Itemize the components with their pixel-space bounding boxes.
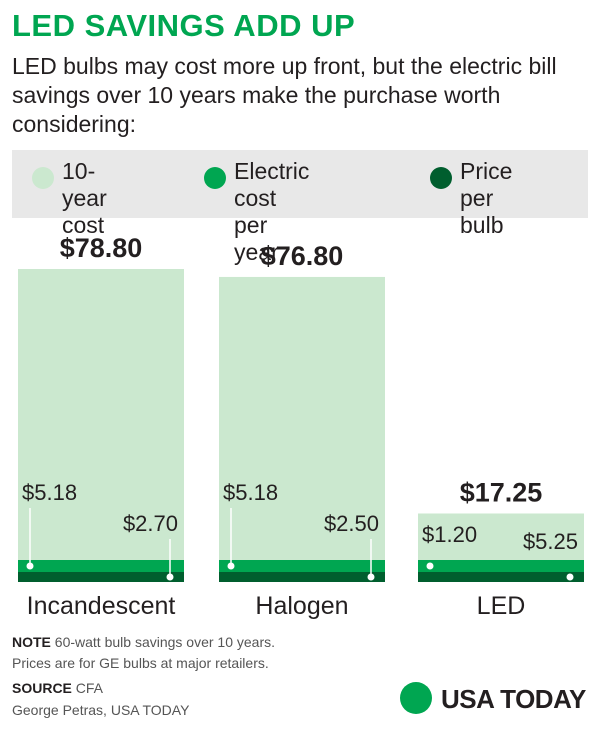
chart-subtitle: LED bulbs may cost more up front, but th…	[12, 53, 557, 137]
note-text: 60-watt bulb savings over 10 years.	[54, 634, 276, 650]
source-text: CFA	[75, 680, 104, 696]
legend-swatch-price-per-bulb	[430, 167, 452, 189]
bar-electric-cost-incandescent	[18, 560, 184, 572]
marker-price-incandescent	[166, 573, 174, 581]
chart-title: LED SAVINGS ADD UP	[12, 8, 356, 43]
footer-source: SOURCE CFA	[12, 680, 103, 696]
usa-today-logo-dot	[400, 682, 432, 714]
legend-swatch-electric-cost	[204, 167, 226, 189]
marker-electric-incandescent	[26, 562, 34, 570]
legend: 10-year cost Electric cost per year Pric…	[12, 150, 588, 265]
data-label-electric-cost-led: $1.20	[422, 522, 477, 547]
usa-today-logo-text: USA TODAY	[441, 684, 586, 714]
footer-credit: George Petras, USA TODAY	[12, 702, 190, 718]
marker-electric-halogen	[227, 562, 235, 570]
bar-electric-cost-halogen	[219, 560, 385, 572]
bar-price-per-bulb-led	[418, 572, 584, 582]
data-label-10-year-cost-led: $17.25	[460, 477, 543, 507]
bar-10-year-cost-incandescent	[18, 269, 184, 582]
footer-note-line2: Prices are for GE bulbs at major retaile…	[12, 655, 269, 671]
legend-swatch-10-year-cost	[32, 167, 54, 189]
legend-label-10-year-cost: 10-year cost	[62, 158, 107, 238]
data-label-price-per-bulb-led: $5.25	[523, 529, 578, 554]
source-label: SOURCE	[12, 680, 72, 696]
data-label-electric-cost-incandescent: $5.18	[22, 480, 77, 505]
data-label-10-year-cost-halogen: $76.80	[261, 241, 344, 271]
data-label-price-per-bulb-incandescent: $2.70	[123, 511, 178, 536]
data-label-electric-cost-halogen: $5.18	[223, 480, 278, 505]
category-label-incandescent: Incandescent	[27, 592, 176, 620]
marker-electric-led	[426, 562, 434, 570]
marker-price-led	[566, 573, 574, 581]
bar-price-per-bulb-halogen	[219, 572, 385, 582]
bar-10-year-cost-halogen	[219, 276, 385, 582]
footer-note: NOTE 60-watt bulb savings over 10 years.	[12, 634, 275, 650]
category-label-halogen: Halogen	[255, 592, 348, 620]
marker-price-halogen	[367, 573, 375, 581]
bar-electric-cost-led	[418, 560, 584, 572]
legend-label-electric-cost: Electric cost per year	[234, 158, 310, 265]
legend-label-price-per-bulb: Price per bulb	[460, 158, 513, 238]
note-label: NOTE	[12, 634, 51, 650]
category-label-led: LED	[477, 592, 526, 620]
bar-chart: $78.80 $5.18 $2.70 Incandescent $76.80 $5.18 $…	[18, 233, 584, 620]
data-label-price-per-bulb-halogen: $2.50	[324, 511, 379, 536]
data-label-10-year-cost-incandescent: $78.80	[60, 233, 143, 263]
bar-price-per-bulb-incandescent	[18, 572, 184, 582]
